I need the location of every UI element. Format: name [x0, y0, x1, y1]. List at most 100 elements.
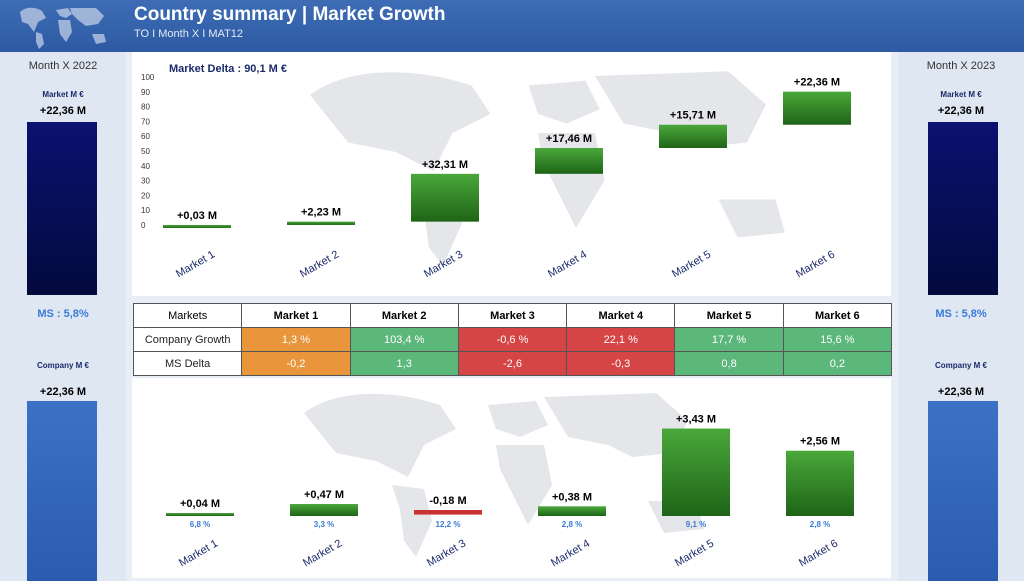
market-share-label: 2,8 % — [810, 520, 830, 529]
world-map-background — [304, 393, 704, 557]
table-cell: 0,8 — [674, 351, 784, 376]
page-title: Country summary | Market Growth — [134, 4, 446, 25]
table-cell: 15,6 % — [782, 327, 893, 352]
right-market-bar — [928, 122, 998, 295]
right-summary-panel: Month X 2023 Market M € +22,36 M MS : 5,… — [898, 52, 1024, 581]
table-cell: -2,6 — [457, 351, 568, 376]
left-company-label: Company M € — [36, 361, 89, 370]
table-corner-label: Markets — [132, 303, 243, 328]
bar-value-label: -0,18 M — [429, 495, 466, 507]
company-delta-svg: +0,04 M 6,8 % Market 1 +0,47 M 3,3 % Market 2… — [166, 393, 854, 570]
bar-value-label: +0,47 M — [304, 489, 344, 501]
bar-value-label: +17,46 M — [546, 133, 592, 145]
continent-shape — [496, 445, 552, 525]
right-company-bar — [928, 401, 998, 581]
y-tick-label: 100 — [141, 73, 155, 82]
bar-value-label: +2,56 M — [800, 436, 840, 448]
waterfall-bar — [287, 221, 355, 225]
table-cell: 1,3 % — [241, 327, 351, 352]
continent-shape — [304, 393, 456, 477]
left-company-value: +22,36 M — [39, 386, 87, 398]
market-table: Markets Market 1 Market 2 Market 3 Marke… — [132, 303, 893, 376]
market-share-label: 9,1 % — [686, 520, 706, 529]
continent-shape — [718, 199, 785, 238]
left-market-label: Market M € — [42, 90, 84, 99]
y-tick-label: 80 — [141, 103, 150, 112]
x-category-label: Market 5 — [670, 249, 713, 281]
company-bar — [538, 506, 606, 516]
left-summary-panel: Month X 2022 Market M € +22,36 M MS : 5,… — [0, 52, 126, 581]
world-map-icon — [20, 7, 106, 49]
row-label-ms-delta: MS Delta — [132, 351, 243, 376]
company-bar — [662, 428, 730, 516]
table-cell: 17,7 % — [674, 327, 784, 352]
x-category-label: Market 5 — [673, 538, 716, 570]
left-ms: MS : 5,8% — [37, 308, 89, 320]
table-column-header: Market 3 — [457, 303, 568, 328]
x-category-label: Market 1 — [174, 249, 217, 281]
bar-value-label: +0,04 M — [180, 498, 220, 510]
bar-value-label: +2,23 M — [301, 207, 341, 219]
table-column-header: Market 6 — [782, 303, 893, 328]
continent-shape — [538, 133, 605, 229]
bar-value-label: +3,43 M — [676, 414, 716, 426]
right-company-label: Company M € — [934, 361, 987, 370]
bar-value-label: +0,03 M — [177, 210, 217, 222]
table-column-header: Market 1 — [241, 303, 351, 328]
x-category-label: Market 2 — [301, 538, 344, 570]
y-tick-label: 70 — [141, 117, 150, 126]
continent-shape — [544, 393, 688, 457]
x-category-label: Market 6 — [797, 538, 840, 570]
y-tick-label: 0 — [141, 221, 146, 230]
waterfall-bar — [659, 124, 727, 148]
y-tick-label: 60 — [141, 132, 150, 141]
x-category-label: Market 4 — [549, 538, 592, 570]
y-tick-label: 90 — [141, 88, 150, 97]
market-delta-svg: Market Delta : 90,1 M € 0 10 20 30 40 50 60 70 80… — [141, 63, 851, 281]
x-category-label: Market 1 — [177, 538, 220, 570]
left-market-value: +22,36 M — [39, 105, 87, 117]
page-subtitle: TO I Month X I MAT12 — [134, 28, 244, 40]
x-category-label: Market 4 — [546, 249, 589, 281]
continent-shape — [528, 80, 600, 124]
right-period: Month X 2023 — [926, 60, 996, 72]
y-tick-label: 10 — [141, 206, 150, 215]
market-delta-chart: Market Delta : 90,1 M € 0 10 20 30 40 50 60 70 80… — [132, 52, 891, 296]
table-cell: -0,2 — [241, 351, 351, 376]
company-delta-chart: +0,04 M 6,8 % Market 1 +0,47 M 3,3 % Market 2… — [132, 378, 891, 578]
left-period: Month X 2022 — [28, 60, 98, 72]
table-cell: -0,6 % — [457, 327, 568, 352]
table-cell: -0,3 — [566, 351, 676, 376]
waterfall-bar — [163, 224, 231, 228]
x-category-label: Market 2 — [298, 249, 341, 281]
header-bar: Country summary | Market Growth TO I Mon… — [0, 0, 1024, 52]
table-cell: 1,3 — [349, 351, 459, 376]
waterfall-bar — [411, 173, 479, 222]
bar-value-label: +15,71 M — [670, 110, 716, 122]
table-cell: 22,1 % — [566, 327, 676, 352]
market-share-label: 6,8 % — [190, 520, 210, 529]
market-share-label: 3,3 % — [314, 520, 334, 529]
continent-shape — [392, 485, 432, 557]
company-bar — [414, 510, 482, 515]
right-market-value: +22,36 M — [937, 105, 985, 117]
company-bar — [786, 450, 854, 516]
table-row: Company Growth 1,3 % 103,4 % -0,6 % 22,1… — [132, 327, 893, 352]
table-header-row: Markets Market 1 Market 2 Market 3 Marke… — [132, 303, 893, 328]
left-company-bar — [27, 401, 97, 581]
waterfall-bar — [783, 91, 851, 125]
row-label-company-growth: Company Growth — [132, 327, 243, 352]
continent-shape — [488, 401, 548, 437]
company-bar — [290, 504, 358, 516]
market-share-label: 2,8 % — [562, 520, 582, 529]
x-category-label: Market 3 — [425, 538, 468, 570]
y-tick-label: 40 — [141, 162, 150, 171]
y-tick-label: 20 — [141, 191, 150, 200]
continent-shape — [310, 72, 491, 171]
market-delta-title: Market Delta : 90,1 M € — [169, 63, 287, 75]
market-share-label: 12,2 % — [436, 520, 461, 529]
table-cell: 103,4 % — [349, 327, 459, 352]
bar-value-label: +0,38 M — [552, 491, 592, 503]
y-tick-label: 30 — [141, 177, 150, 186]
bar-value-label: +32,31 M — [422, 159, 468, 171]
